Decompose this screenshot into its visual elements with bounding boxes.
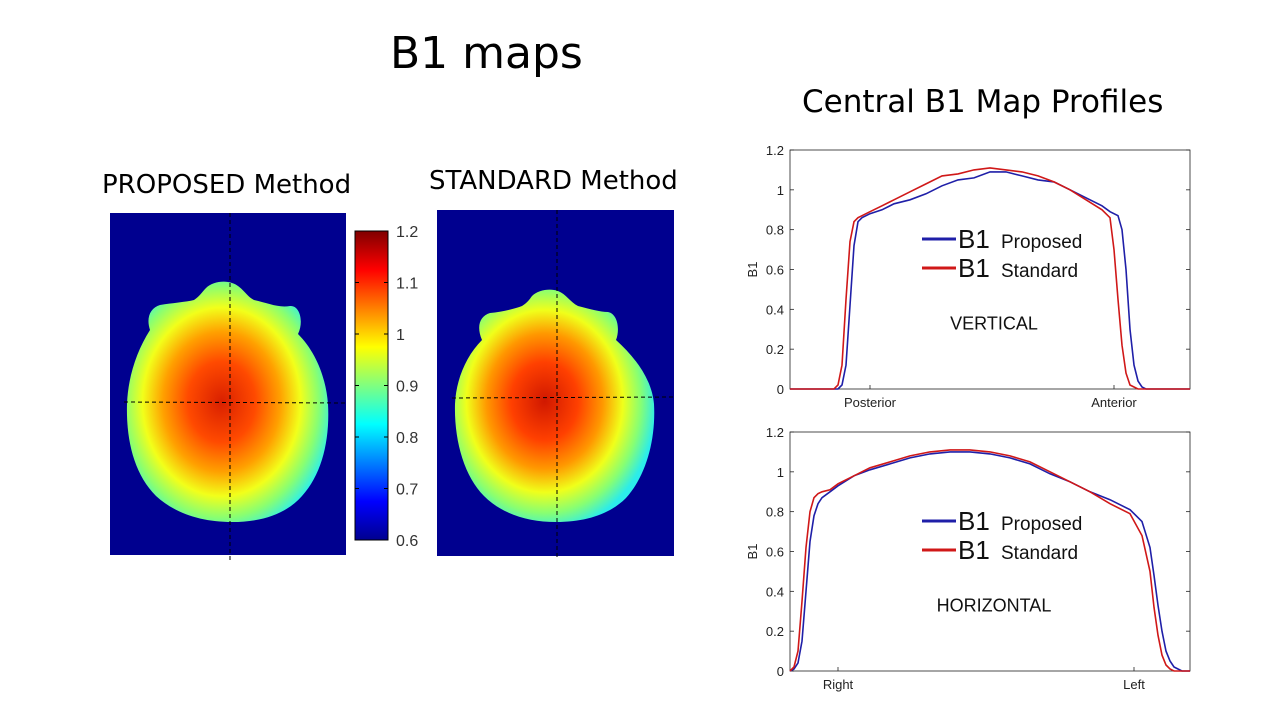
y-tick-label: 0.2 bbox=[766, 342, 784, 357]
profile-annotation: HORIZONTAL bbox=[937, 595, 1052, 615]
x-tick-label: Posterior bbox=[844, 395, 897, 410]
series-line-standard bbox=[789, 449, 1190, 672]
b1-maps-figure: 1.2 1.1 1 0.9 0.8 0.7 0.6 bbox=[110, 210, 675, 560]
standard-horizontal-crosshair bbox=[451, 396, 675, 399]
colorbar-gradient bbox=[354, 230, 389, 541]
x-tick-label: Anterior bbox=[1091, 395, 1137, 410]
proposed-map-title: PROPOSED Method bbox=[102, 170, 352, 200]
proposed-brain-region bbox=[126, 281, 329, 522]
slide-title: B1 maps bbox=[390, 28, 583, 79]
y-tick-label: 0.8 bbox=[766, 505, 784, 520]
colorbar: 1.2 1.1 1 0.9 0.8 0.7 0.6 bbox=[354, 224, 418, 550]
y-tick-label: 1 bbox=[777, 465, 784, 480]
proposed-horizontal-crosshair bbox=[123, 401, 347, 404]
series-line-proposed bbox=[789, 451, 1190, 672]
legend-symbol: B1 bbox=[958, 506, 990, 536]
y-tick-label: 0.6 bbox=[766, 263, 784, 278]
legend-symbol: B1 bbox=[958, 253, 990, 283]
legend-symbol: B1 bbox=[958, 224, 990, 254]
profile-annotation: VERTICAL bbox=[950, 313, 1038, 333]
legend-label-proposed: Proposed bbox=[1001, 232, 1082, 253]
x-tick-label: Left bbox=[1123, 677, 1145, 692]
y-tick-label: 1.2 bbox=[766, 143, 784, 158]
legend-label-standard: Standard bbox=[1001, 543, 1078, 564]
y-tick-label: 1.2 bbox=[766, 425, 784, 440]
y-tick-label: 0.4 bbox=[766, 584, 784, 599]
proposed-b1-map bbox=[110, 213, 347, 560]
y-axis-label: B1 bbox=[745, 262, 760, 278]
y-tick-label: 0.6 bbox=[766, 545, 784, 560]
plot-frame bbox=[789, 149, 1191, 390]
legend-symbol: B1 bbox=[958, 535, 990, 565]
plot-frame bbox=[789, 431, 1191, 672]
colorbar-tick-label: 0.6 bbox=[396, 533, 418, 550]
colorbar-tick-label: 0.9 bbox=[396, 379, 418, 396]
series-line-standard bbox=[790, 167, 1190, 390]
legend-label-standard: Standard bbox=[1001, 261, 1078, 282]
y-axis-label: B1 bbox=[745, 544, 760, 560]
standard-map-title: STANDARD Method bbox=[429, 166, 678, 196]
y-tick-label: 0 bbox=[777, 664, 784, 679]
series-line-proposed bbox=[790, 171, 1190, 390]
colorbar-tick-label: 1 bbox=[396, 327, 405, 344]
y-tick-label: 1 bbox=[777, 183, 784, 198]
colorbar-tick-label: 1.1 bbox=[396, 276, 418, 293]
legend-label-proposed: Proposed bbox=[1001, 514, 1082, 535]
standard-b1-map bbox=[437, 210, 675, 560]
profiles-title: Central B1 Map Profiles bbox=[802, 84, 1164, 120]
y-tick-label: 0.4 bbox=[766, 302, 784, 317]
y-tick-label: 0.8 bbox=[766, 223, 784, 238]
y-tick-label: 0.2 bbox=[766, 624, 784, 639]
standard-brain-region bbox=[454, 289, 655, 522]
x-tick-label: Right bbox=[823, 677, 854, 692]
colorbar-tick-label: 0.7 bbox=[396, 482, 418, 499]
colorbar-tick-label: 1.2 bbox=[396, 224, 418, 241]
y-tick-label: 0 bbox=[777, 382, 784, 397]
colorbar-ticks: 1.2 1.1 1 0.9 0.8 0.7 0.6 bbox=[355, 224, 418, 550]
colorbar-tick-label: 0.8 bbox=[396, 430, 418, 447]
